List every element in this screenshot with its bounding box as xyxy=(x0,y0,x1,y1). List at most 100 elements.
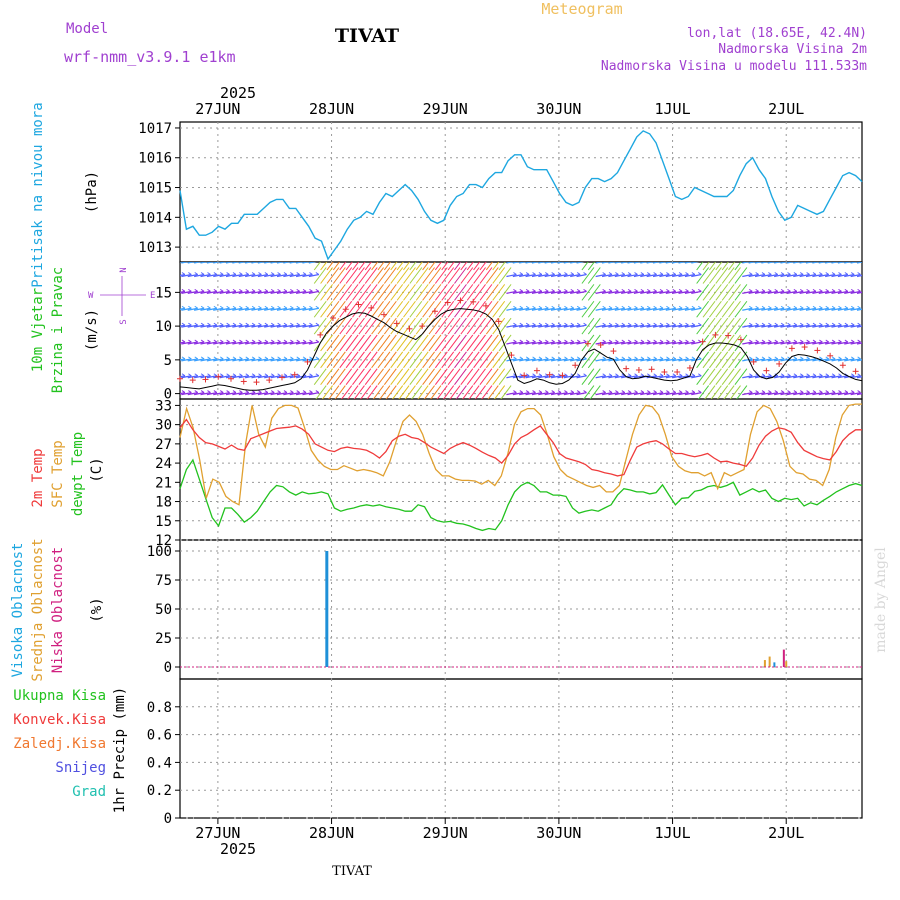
wind-barb-head xyxy=(659,272,664,275)
wind-barb xyxy=(289,392,300,396)
wind-barb xyxy=(251,375,262,379)
wind-label-2: Brzina i Pravac xyxy=(50,267,66,393)
wind-barb xyxy=(251,392,262,396)
wind-barb-head xyxy=(181,288,186,292)
wind-barb-head xyxy=(672,390,677,394)
wind-barb xyxy=(403,300,416,318)
wind-barb xyxy=(742,273,753,278)
precip-frame xyxy=(179,678,863,819)
wind-barb-head xyxy=(525,356,530,360)
wind-barb xyxy=(812,262,821,264)
wind-barb xyxy=(844,341,855,345)
wind-barb-head xyxy=(831,322,836,326)
wind-barb xyxy=(837,375,848,379)
wind-barb xyxy=(295,375,307,379)
wind-barb-head xyxy=(806,356,810,360)
wind-barb-head xyxy=(640,305,645,309)
wind-barb-head xyxy=(258,288,262,292)
wind-barb xyxy=(538,273,549,278)
wind-barb-head xyxy=(857,356,861,360)
wind-barb xyxy=(364,262,372,271)
wind-barb-head xyxy=(532,339,536,343)
wind-barb-head xyxy=(691,373,696,377)
wind-barb-head xyxy=(570,339,575,343)
wind-barb-head xyxy=(296,272,301,275)
y-tick-label: 100 xyxy=(147,544,172,560)
wind-barb xyxy=(332,300,346,318)
wind-barb xyxy=(601,375,613,379)
wind-barb-head xyxy=(857,322,861,326)
wind-barb xyxy=(672,290,683,294)
wind-barb-head xyxy=(182,259,185,261)
wind-barb xyxy=(364,267,378,284)
wind-barb-head xyxy=(672,373,677,377)
wind-barb-head xyxy=(194,339,199,343)
wind-barb xyxy=(181,358,192,362)
wind-barb xyxy=(213,358,224,362)
wind-barb-head xyxy=(761,305,766,309)
wind-barb xyxy=(479,351,493,369)
wind-barb-head xyxy=(603,259,606,261)
wind-barb xyxy=(595,358,606,362)
wind-barb-head xyxy=(844,272,849,275)
wind-barb xyxy=(844,307,855,311)
wind-barb xyxy=(403,368,416,386)
wind-barb xyxy=(608,262,617,264)
wind-barb xyxy=(320,317,333,335)
wind-barb xyxy=(595,375,606,379)
wind-barb xyxy=(837,341,848,345)
wind-barb xyxy=(587,334,601,352)
wind-barb xyxy=(506,290,517,294)
wind-barb-head xyxy=(799,356,804,360)
wind-barb-head xyxy=(525,272,530,275)
wind-barb-head xyxy=(691,272,696,275)
wind-barb xyxy=(460,334,474,352)
wind-barb xyxy=(525,273,536,278)
wind-barb-head xyxy=(557,339,562,343)
wind-barb-head xyxy=(525,288,530,292)
wind-barb-head xyxy=(233,259,236,261)
wind-barb xyxy=(691,307,702,311)
wind-barb xyxy=(587,300,601,318)
wind-barb-head xyxy=(768,305,772,309)
wind-barb-head xyxy=(647,339,651,343)
wind-barb xyxy=(257,341,268,345)
wind-barb xyxy=(844,273,855,278)
wind-barb-head xyxy=(200,390,205,394)
wind-barb-head xyxy=(315,373,320,377)
wind-barb-head xyxy=(850,288,855,292)
wind-barb xyxy=(352,351,365,369)
y-tick-label: 27 xyxy=(155,437,172,453)
wind-barb-head xyxy=(525,339,530,343)
wind-barb-head xyxy=(653,288,657,292)
wind-barb xyxy=(640,358,651,362)
wind-barb-head xyxy=(787,373,791,377)
wind-barb xyxy=(646,324,657,328)
wind-barb xyxy=(665,375,676,379)
wind-barb-head xyxy=(845,259,848,261)
wind-barb-head xyxy=(538,356,543,360)
wind-barb-head xyxy=(297,259,300,261)
wind-barb-head xyxy=(799,305,804,309)
wind-barb xyxy=(678,375,689,379)
wind-barb-head xyxy=(780,322,785,326)
wind-barb xyxy=(818,341,829,345)
wind-barb xyxy=(742,341,753,345)
wind-barb-head xyxy=(545,322,549,326)
wind-barb-head xyxy=(277,272,281,275)
wind-barb-head xyxy=(315,356,320,360)
wind-barb-head xyxy=(653,339,657,343)
wind-barb-head xyxy=(570,322,575,326)
wind-barb-head xyxy=(564,305,568,309)
wind-barb xyxy=(812,307,823,311)
wind-barb xyxy=(326,351,340,369)
wind-barb xyxy=(422,351,435,369)
wind-barb xyxy=(320,262,328,271)
wind-barb-head xyxy=(200,272,205,275)
wind-barb xyxy=(519,273,530,278)
wind-barb-head xyxy=(774,390,779,394)
wind-barb xyxy=(640,262,649,264)
wind-barb-head xyxy=(793,322,798,326)
wind-barb xyxy=(466,334,480,352)
wind-barb-head xyxy=(761,272,766,275)
